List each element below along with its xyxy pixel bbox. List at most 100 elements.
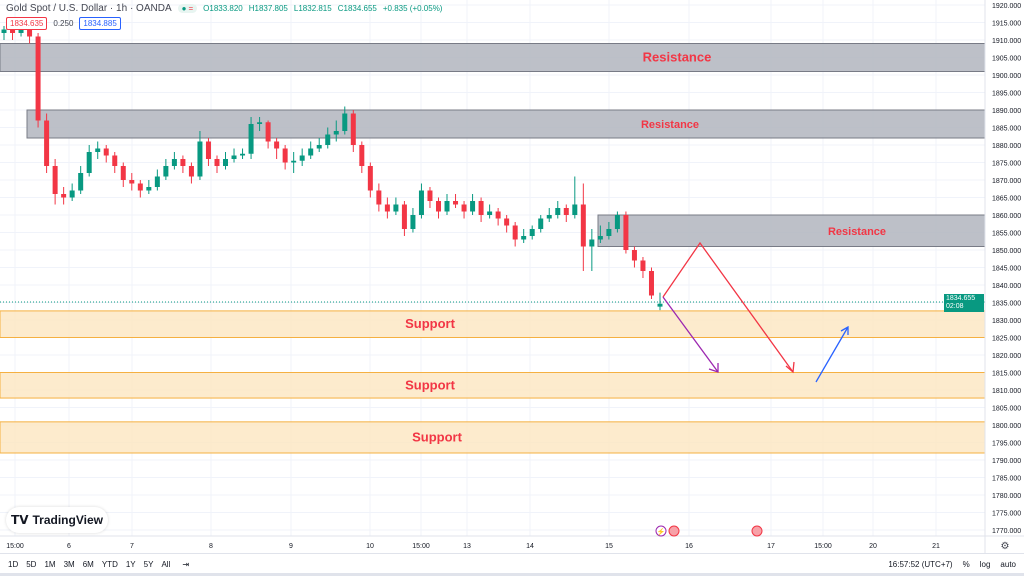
auto-toggle[interactable]: auto (1000, 559, 1016, 569)
candle-body (350, 113, 356, 145)
candle-body (27, 26, 33, 37)
candle (52, 159, 58, 205)
price-axis[interactable]: 1920.000 1915.000 1910.000 1905.000 1900.000… (992, 3, 1021, 535)
candle-body (580, 204, 586, 247)
lightning-event-icon[interactable] (655, 525, 667, 537)
goto-date-icon[interactable]: ⇥ (182, 559, 190, 569)
support-zone[interactable] (0, 310, 986, 338)
x-tick-label: 20 (869, 543, 877, 550)
ohlc-low: L1832.815 (293, 4, 332, 13)
candle-body (393, 204, 399, 212)
candle (478, 197, 484, 222)
candle-body (538, 218, 544, 229)
market-status-pill[interactable]: ● = (177, 4, 198, 13)
symbol-header: Gold Spot / U.S. Dollar · 1h · OANDA ● = … (6, 3, 442, 14)
candle (163, 159, 169, 180)
x-tick-label: 14 (526, 543, 534, 550)
y-tick-label: 1805.000 (992, 406, 1021, 413)
y-tick-label: 1855.000 (992, 231, 1021, 238)
log-toggle[interactable]: log (979, 559, 991, 569)
time-axis[interactable]: 15:00 6 7 8 9 10 15:00 13 14 15 16 17 15:00 20 21 (6, 543, 940, 550)
support-label: Support (405, 377, 455, 392)
y-tick-label: 1905.000 (992, 56, 1021, 63)
y-tick-label: 1890.000 (992, 108, 1021, 115)
candle (648, 267, 654, 299)
candle (418, 183, 424, 219)
svg-text:⚡: ⚡ (657, 527, 666, 536)
range-button-5d[interactable]: 5D (26, 559, 37, 569)
support-label: Support (412, 429, 462, 444)
x-tick-label: 7 (130, 543, 134, 550)
candle-body (129, 180, 135, 184)
support-zone[interactable] (0, 421, 986, 454)
range-button-3m[interactable]: 3M (63, 559, 75, 569)
us-flag-event-icon[interactable] (668, 525, 680, 537)
candle (631, 246, 637, 268)
candle-body (401, 204, 407, 229)
candle-body (282, 148, 288, 163)
event-icons: ⚡ (655, 525, 763, 537)
range-button-1d[interactable]: 1D (8, 559, 19, 569)
candle (529, 225, 535, 240)
candle (1, 26, 7, 40)
candle-body (435, 201, 441, 212)
candle-body (623, 215, 629, 250)
y-tick-label: 1800.000 (992, 423, 1021, 430)
forecast-arrows[interactable] (662, 241, 849, 383)
candle-body (529, 229, 535, 236)
candle (546, 208, 552, 222)
candle (401, 201, 407, 236)
clock[interactable]: 16:57:52 (UTC+7) (888, 559, 953, 569)
range-button-5y[interactable]: 5Y (143, 559, 154, 569)
candle (342, 106, 348, 135)
resistance-zone[interactable] (0, 43, 986, 72)
candle-body (316, 145, 322, 149)
range-button-1m[interactable]: 1M (44, 559, 56, 569)
candle (444, 194, 450, 215)
range-button-ytd[interactable]: YTD (101, 559, 118, 569)
candle-body (154, 176, 160, 187)
x-tick-label: 15:00 (814, 543, 832, 550)
candle-body (342, 113, 348, 131)
candle (248, 117, 254, 159)
candle-body (146, 187, 152, 191)
candle-body (163, 166, 169, 177)
resistance-label: Resistance (828, 226, 886, 238)
settings-gear-icon[interactable]: ⚙ (1001, 541, 1010, 552)
support-zone[interactable] (0, 372, 986, 399)
percent-toggle[interactable]: % (962, 559, 970, 569)
candle-body (103, 148, 109, 156)
candle-body (44, 120, 50, 166)
candle (188, 162, 194, 184)
candle (69, 183, 75, 201)
range-button-6m[interactable]: 6M (82, 559, 94, 569)
sell-price-button[interactable]: 1834.635 (6, 17, 48, 30)
red-path-arrow (662, 241, 794, 373)
resistance-zone[interactable] (597, 214, 986, 247)
candle (129, 173, 135, 191)
candle (333, 120, 339, 142)
resistance-zone[interactable] (26, 109, 986, 139)
price-chart[interactable]: Resistance Resistance Resistance Support Sup… (0, 0, 1024, 553)
symbol-title[interactable]: Gold Spot / U.S. Dollar · 1h · OANDA (6, 3, 172, 14)
candle-body (521, 236, 527, 240)
y-tick-label: 1850.000 (992, 248, 1021, 255)
x-tick-label: 9 (289, 543, 293, 550)
bottom-toolbar: 1D 5D 1M 3M 6M YTD 1Y 5Y All ⇥ 16:57:52 (UTC+7) … (0, 553, 1024, 574)
candle-body (546, 215, 552, 219)
buy-price-button[interactable]: 1834.885 (79, 17, 121, 30)
us-flag-event-icon[interactable] (751, 525, 763, 537)
candle-body (69, 190, 75, 198)
y-tick-label: 1920.000 (992, 3, 1021, 10)
candle-body (86, 152, 92, 173)
range-button-1y[interactable]: 1Y (125, 559, 136, 569)
candle (265, 120, 271, 149)
candle-body (257, 122, 263, 124)
tradingview-logo[interactable]: 𝗧𝗩 TradingView (6, 507, 108, 533)
y-tick-label: 1810.000 (992, 388, 1021, 395)
y-tick-label: 1840.000 (992, 283, 1021, 290)
y-tick-label: 1880.000 (992, 143, 1021, 150)
range-button-all[interactable]: All (161, 559, 171, 569)
candle-body (359, 145, 365, 166)
candle (597, 225, 603, 243)
